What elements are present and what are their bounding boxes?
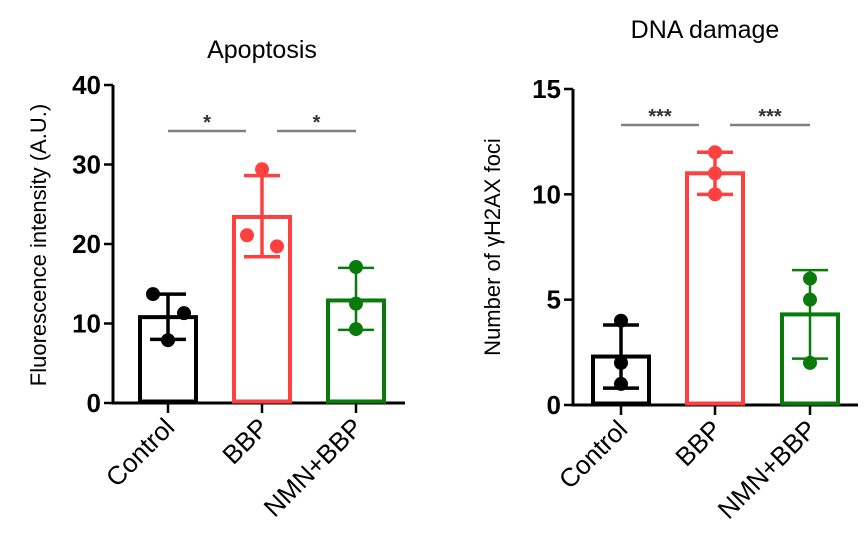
data-point [708,145,722,160]
x-tick-label: NMN+BBP [712,414,823,525]
y-tick-label: 10 [72,309,101,339]
data-point [146,287,160,302]
data-point [177,306,191,321]
data-point [240,228,254,243]
y-tick-label: 10 [532,179,561,209]
dna-damage-chart: DNA damage Number of γH2AX foci 0 5 10 15 Co… [480,16,858,525]
data-point [803,292,817,307]
data-point [349,296,363,311]
data-point [349,260,363,275]
x-tick-label: Control [553,414,633,494]
data-point [614,376,628,391]
x-tick-label: NMN+BBP [258,412,369,523]
data-point [708,187,722,202]
y-axis-label: Fluorescence intensity (A.U.) [26,104,51,386]
significance-label: * [203,112,211,134]
data-point [708,166,722,181]
bar-bbp [685,171,745,406]
x-tick-label: BBP [216,412,274,470]
significance-label: *** [648,106,672,128]
y-tick-label: 15 [532,74,561,104]
y-tick-label: 0 [547,390,561,420]
y-tick-label: 30 [72,150,101,180]
y-axis-label: Number of γH2AX foci [480,138,505,356]
data-point [803,355,817,370]
x-tick-label: Control [100,412,180,492]
chart-title: Apoptosis [207,36,317,64]
y-tick-label: 5 [547,285,561,315]
chart-title: DNA damage [631,16,780,44]
significance-label: *** [758,106,782,128]
data-point [614,355,628,370]
data-point [161,333,175,348]
data-point [803,271,817,286]
y-tick-label: 20 [72,229,101,259]
data-point [270,239,284,254]
y-tick-label: 0 [87,388,101,418]
x-tick-label: BBP [669,414,727,472]
significance-label: * [313,112,321,134]
data-point [614,313,628,328]
data-point [349,322,363,337]
data-point [255,162,269,177]
apoptosis-chart: Apoptosis Fluorescence intensity (A.U.) … [26,36,405,523]
y-tick-label: 40 [72,70,101,100]
